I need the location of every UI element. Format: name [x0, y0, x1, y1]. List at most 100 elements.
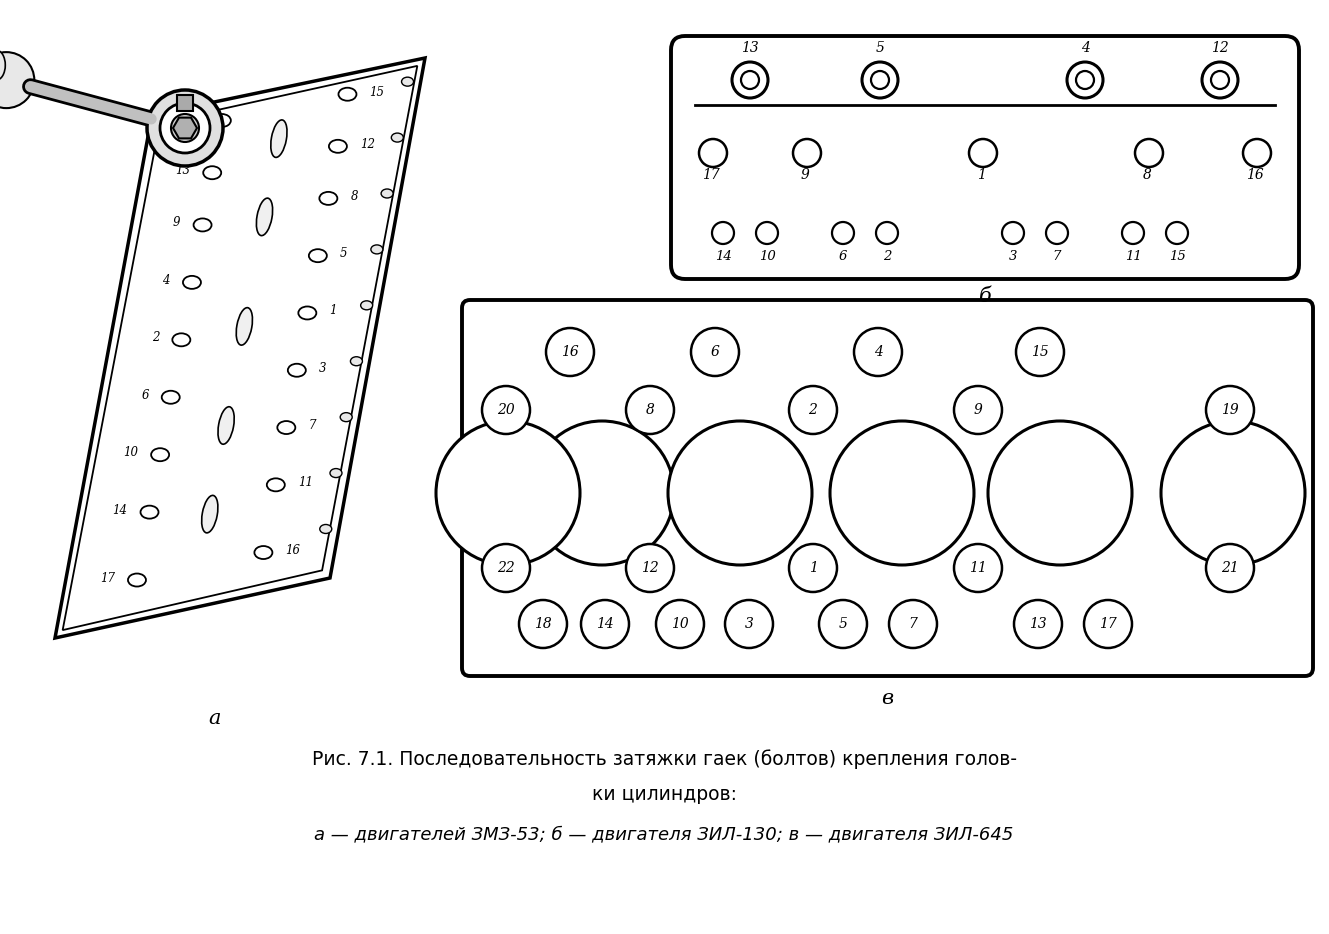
Text: а: а: [209, 709, 221, 728]
Circle shape: [1205, 544, 1255, 592]
Ellipse shape: [0, 50, 5, 80]
Circle shape: [482, 386, 530, 434]
Ellipse shape: [162, 390, 179, 403]
Ellipse shape: [183, 276, 201, 289]
Circle shape: [1135, 139, 1163, 167]
Text: 6: 6: [711, 345, 719, 359]
Ellipse shape: [267, 478, 284, 491]
Text: 3: 3: [744, 617, 754, 631]
Text: 9: 9: [800, 168, 809, 182]
Text: 6: 6: [141, 389, 149, 402]
Circle shape: [626, 386, 674, 434]
Circle shape: [668, 421, 812, 565]
Circle shape: [436, 421, 579, 565]
Text: 13: 13: [175, 164, 190, 177]
Circle shape: [699, 139, 727, 167]
Circle shape: [987, 421, 1132, 565]
Ellipse shape: [128, 573, 146, 587]
Circle shape: [870, 71, 889, 89]
Text: 22: 22: [497, 561, 514, 575]
Ellipse shape: [371, 245, 383, 254]
Text: 4: 4: [873, 345, 882, 359]
Text: 18: 18: [185, 112, 199, 125]
Text: 17: 17: [100, 572, 116, 585]
Circle shape: [1076, 71, 1094, 89]
Circle shape: [832, 222, 855, 244]
Circle shape: [1201, 62, 1239, 98]
Circle shape: [954, 544, 1002, 592]
Text: 14: 14: [113, 503, 128, 517]
Ellipse shape: [141, 505, 158, 518]
Ellipse shape: [288, 363, 306, 376]
Text: 7: 7: [909, 617, 917, 631]
Text: 5: 5: [876, 41, 884, 55]
Ellipse shape: [203, 166, 221, 179]
Circle shape: [789, 386, 837, 434]
Text: 17: 17: [1099, 617, 1116, 631]
Text: 11: 11: [298, 476, 312, 489]
Text: 6: 6: [839, 250, 847, 263]
Text: 2: 2: [882, 250, 892, 263]
FancyBboxPatch shape: [177, 95, 193, 111]
Text: 3: 3: [319, 361, 327, 375]
Text: 16: 16: [286, 544, 300, 557]
Text: 3: 3: [1009, 250, 1017, 263]
Text: 14: 14: [597, 617, 614, 631]
Circle shape: [756, 222, 777, 244]
Circle shape: [889, 600, 937, 648]
Circle shape: [969, 139, 997, 167]
Circle shape: [546, 328, 594, 376]
Circle shape: [742, 71, 759, 89]
Text: 15: 15: [1168, 250, 1185, 263]
Text: 8: 8: [646, 403, 654, 417]
Circle shape: [171, 114, 199, 142]
Circle shape: [1122, 222, 1144, 244]
Circle shape: [581, 600, 629, 648]
Ellipse shape: [360, 301, 372, 310]
Text: 1: 1: [808, 561, 817, 575]
Text: 4: 4: [162, 274, 170, 287]
Ellipse shape: [213, 114, 231, 127]
Circle shape: [626, 544, 674, 592]
Circle shape: [1002, 222, 1025, 244]
Ellipse shape: [237, 307, 253, 346]
Ellipse shape: [218, 406, 234, 445]
Text: 10: 10: [124, 446, 138, 460]
Text: 19: 19: [1221, 403, 1239, 417]
Circle shape: [1162, 421, 1305, 565]
Ellipse shape: [319, 191, 338, 205]
Ellipse shape: [330, 469, 342, 477]
Text: 20: 20: [497, 403, 514, 417]
Ellipse shape: [308, 249, 327, 262]
Circle shape: [1243, 139, 1271, 167]
Ellipse shape: [339, 88, 356, 101]
Text: 10: 10: [671, 617, 688, 631]
Ellipse shape: [381, 189, 393, 198]
Text: ки цилиндров:: ки цилиндров:: [591, 785, 736, 803]
Circle shape: [712, 222, 734, 244]
Circle shape: [148, 90, 223, 166]
FancyBboxPatch shape: [671, 36, 1298, 279]
Text: 14: 14: [715, 250, 731, 263]
Text: 10: 10: [759, 250, 775, 263]
Text: 1: 1: [977, 168, 985, 182]
Circle shape: [732, 62, 768, 98]
Circle shape: [1205, 386, 1255, 434]
Text: 21: 21: [1221, 561, 1239, 575]
Ellipse shape: [271, 120, 287, 158]
Text: 12: 12: [641, 561, 659, 575]
Circle shape: [789, 544, 837, 592]
Text: 9: 9: [974, 403, 982, 417]
Ellipse shape: [298, 306, 316, 319]
Text: 15: 15: [1031, 345, 1049, 359]
Circle shape: [1014, 600, 1062, 648]
Ellipse shape: [320, 525, 332, 533]
Ellipse shape: [401, 78, 413, 86]
FancyBboxPatch shape: [462, 300, 1313, 676]
Circle shape: [0, 52, 35, 108]
Text: 4: 4: [1080, 41, 1090, 55]
Circle shape: [1211, 71, 1229, 89]
Circle shape: [726, 600, 773, 648]
Ellipse shape: [351, 357, 363, 366]
Ellipse shape: [256, 198, 272, 235]
